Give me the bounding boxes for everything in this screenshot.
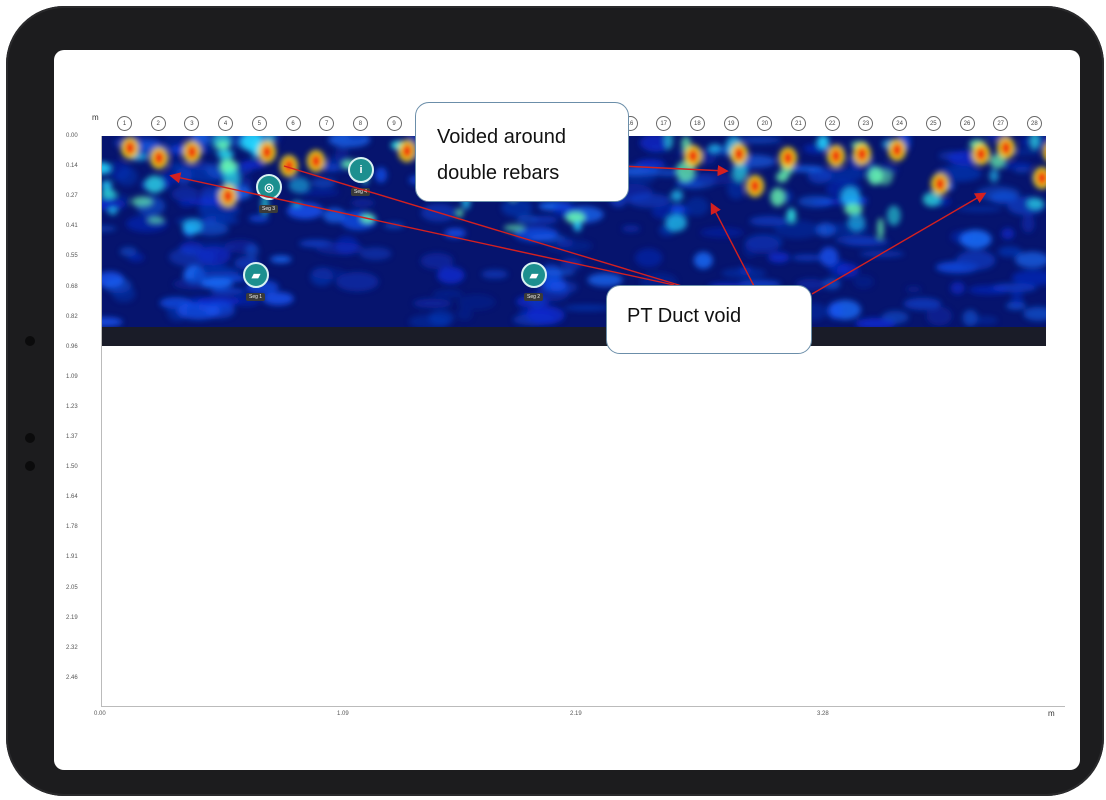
channel-24[interactable]: 24 [892, 116, 908, 131]
depth-tick: 2.19 [66, 614, 78, 621]
channel-17[interactable]: 17 [656, 116, 672, 131]
target-icon[interactable]: ◎ [256, 174, 282, 200]
annotation-arrows [169, 165, 987, 295]
depth-tick: 0.27 [66, 193, 78, 200]
channel-7[interactable]: 7 [319, 116, 335, 131]
channel-3[interactable]: 3 [184, 116, 200, 131]
depth-tick: 0.14 [66, 163, 78, 170]
marker-label: Seg 2 [524, 293, 544, 301]
depth-tick: 1.64 [66, 494, 78, 501]
channel-19[interactable]: 19 [723, 116, 739, 131]
channel-26[interactable]: 26 [959, 116, 975, 131]
channel-8[interactable]: 8 [352, 116, 368, 131]
depth-tick: 0.00 [66, 133, 78, 139]
arrow-duct-void-4 [811, 192, 987, 295]
depth-tick: 1.23 [66, 403, 78, 410]
tag-icon[interactable]: ▰ [521, 262, 547, 288]
arrow-duct-void-3 [710, 202, 755, 287]
app-screen: m m 123456789101112131415161718192021222… [54, 50, 1080, 770]
depth-tick: 2.46 [66, 674, 78, 681]
depth-tick: 1.78 [66, 524, 78, 531]
channel-4[interactable]: 4 [218, 116, 234, 131]
side-sensor [25, 336, 35, 346]
depth-tick: 0.82 [66, 313, 78, 320]
distance-unit-label: m [1048, 709, 1055, 718]
info-icon[interactable]: i [348, 157, 374, 183]
channel-20[interactable]: 20 [757, 116, 773, 131]
depth-tick: 0.41 [66, 223, 78, 230]
depth-tick: 1.91 [66, 554, 78, 561]
callout-line: double rebars [437, 162, 560, 184]
channel-28[interactable]: 28 [1026, 116, 1042, 131]
channel-2[interactable]: 2 [150, 116, 166, 131]
callout-rebar-void: Voided around double rebars [415, 102, 629, 202]
depth-tick: 0.68 [66, 283, 78, 290]
distance-tick: 3.28 [817, 711, 829, 717]
marker-label: Seg 1 [246, 293, 266, 301]
distance-axis-line [101, 706, 1065, 707]
channel-18[interactable]: 18 [689, 116, 705, 131]
tag-icon[interactable]: ▰ [243, 262, 269, 288]
channel-9[interactable]: 9 [386, 116, 402, 131]
side-sensor [25, 461, 35, 471]
callout-text: PT Duct void [627, 305, 742, 327]
channel-1[interactable]: 1 [117, 116, 132, 131]
marker-label: Seg 3 [259, 205, 279, 213]
channel-5[interactable]: 5 [251, 116, 267, 131]
channel-21[interactable]: 21 [791, 116, 806, 131]
depth-tick: 2.05 [66, 584, 78, 591]
arrow-rebar-void [620, 165, 729, 177]
channel-25[interactable]: 25 [925, 116, 941, 131]
side-sensor [25, 433, 35, 443]
distance-tick: 1.09 [337, 711, 349, 717]
distance-tick: 0.00 [94, 711, 106, 717]
channel-22[interactable]: 22 [824, 116, 840, 131]
depth-tick: 2.32 [66, 644, 78, 651]
depth-tick: 1.37 [66, 434, 78, 440]
depth-tick: 0.55 [66, 253, 78, 260]
callout-line: Voided around [437, 126, 567, 148]
depth-tick: 1.50 [66, 464, 78, 471]
tablet-frame: m m 123456789101112131415161718192021222… [6, 6, 1104, 796]
arrow-duct-void-1 [169, 172, 675, 286]
depth-axis-line [101, 136, 102, 706]
depth-tick: 0.96 [66, 343, 78, 350]
callout-pt-duct-void: PT Duct void [606, 285, 812, 354]
depth-tick: 1.09 [66, 373, 78, 380]
channel-27[interactable]: 27 [993, 116, 1009, 131]
depth-unit-label: m [92, 113, 99, 122]
channel-6[interactable]: 6 [285, 116, 301, 131]
marker-label: Seg 4 [351, 188, 371, 196]
channel-23[interactable]: 23 [858, 116, 874, 131]
distance-tick: 2.19 [570, 711, 582, 717]
arrow-duct-void-2 [283, 165, 683, 287]
